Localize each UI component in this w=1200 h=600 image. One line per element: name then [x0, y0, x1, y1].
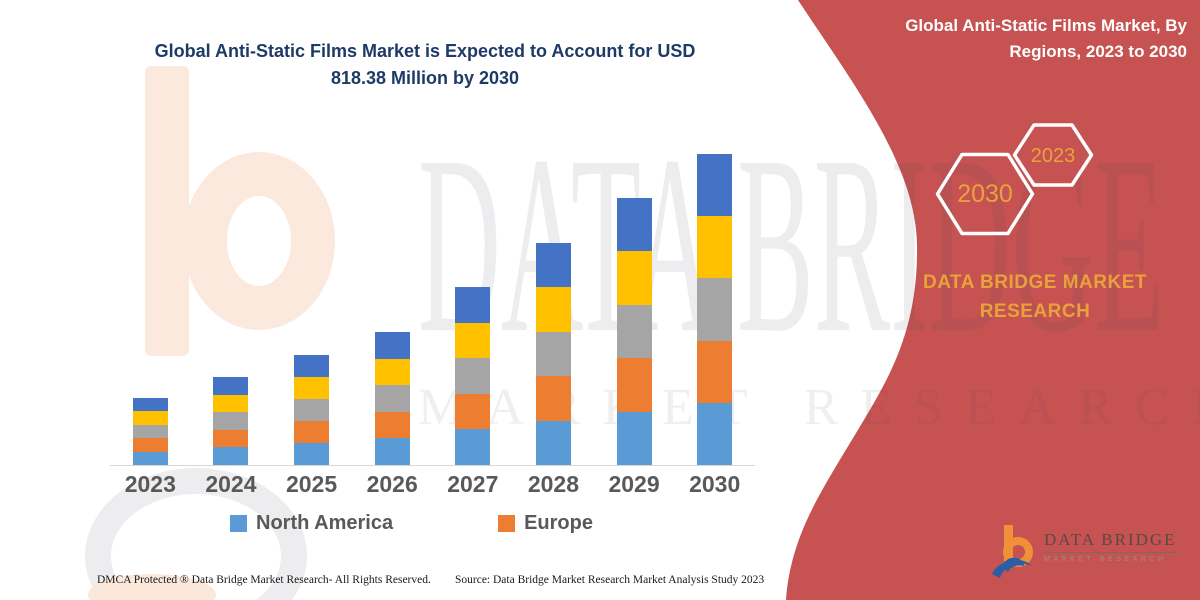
company-logo-tagline: MARKET RESEARCH [1044, 556, 1167, 563]
bar-segment [374, 385, 410, 412]
bar-segment [697, 278, 733, 341]
bar-segment [616, 304, 652, 359]
legend-label-north-america: North America [256, 512, 394, 534]
bar-segment [213, 394, 249, 413]
bar-segment [213, 412, 249, 430]
bar-segment [535, 287, 571, 332]
brand-name-line2: RESEARCH [979, 301, 1091, 323]
bar-segment [294, 355, 330, 377]
bar-segment [697, 402, 733, 465]
x-axis-label-2025: 2025 [285, 471, 338, 497]
side-panel-heading: Global Anti-Static Films Market, By Regi… [855, 13, 1187, 66]
bar-2024 [213, 377, 249, 465]
brand-name-line1: DATA BRIDGE MARKET [923, 272, 1147, 293]
chart-legend: North America Europe [110, 512, 755, 535]
bar-segment [455, 358, 491, 394]
bar-segment [455, 322, 491, 359]
page-title-line2: 818.38 Million by 2030 [330, 68, 520, 88]
bar-segment [294, 421, 330, 443]
x-axis-label-2030: 2030 [689, 471, 741, 497]
bar-segment [294, 377, 330, 399]
hexagon-2023-icon [1012, 123, 1094, 187]
bar-segment [616, 358, 652, 412]
bar-segment [132, 411, 168, 425]
badge-year-2023: 2023 [1031, 145, 1076, 167]
bar-segment [455, 429, 491, 465]
bar-2026 [374, 332, 410, 465]
page-title: Global Anti-Static Films Market is Expec… [75, 38, 775, 92]
x-axis-label-2028: 2028 [527, 471, 580, 497]
bar-segment [213, 377, 249, 395]
bar-segment [535, 376, 571, 421]
x-axis-label-2023: 2023 [124, 471, 176, 497]
company-logo-icon [992, 525, 1033, 578]
bar-2023 [132, 398, 168, 465]
bar-segment [132, 398, 168, 412]
bar-segment [697, 216, 733, 279]
legend-label-europe: Europe [524, 512, 593, 534]
company-logo-text: DATA BRIDGE MARKET RESEARCH [1044, 530, 1177, 563]
bar-segment [535, 331, 571, 377]
source-note: Source: Data Bridge Market Research Mark… [455, 574, 765, 586]
hexagon-2030-icon [935, 152, 1035, 236]
bar-segment [697, 154, 733, 217]
bar-segment [697, 340, 733, 403]
legend-swatch-north-america [230, 515, 247, 532]
company-logo: DATA BRIDGE MARKET RESEARCH [988, 524, 1177, 580]
hexagon-badges: 2030 2023 [935, 123, 1094, 236]
bar-2027 [455, 287, 491, 465]
bar-2028 [535, 243, 571, 465]
bar-segment [455, 287, 491, 323]
dmca-notice: DMCA Protected ® Data Bridge Market Rese… [97, 574, 431, 586]
legend-item-europe: Europe [498, 512, 593, 535]
page-title-line1: Global Anti-Static Films Market is Expec… [154, 41, 696, 61]
badge-year-2030: 2030 [957, 180, 1013, 208]
legend-item-north-america: North America [230, 512, 393, 535]
legend-swatch-europe [498, 515, 516, 532]
side-panel-heading-line1: Global Anti-Static Films Market, By [905, 16, 1187, 35]
bar-segment [132, 438, 168, 452]
x-axis-label-2027: 2027 [447, 471, 499, 497]
bar-segment [374, 358, 410, 386]
bar-segment [294, 399, 330, 421]
bar-segment [374, 332, 410, 359]
x-axis-labels: 2023 2024 2025 2026 2027 2028 2029 2030 [110, 471, 755, 498]
watermark-b-logo-stem-icon [145, 66, 189, 356]
company-logo-name: DATA BRIDGE [1044, 530, 1177, 553]
side-panel-heading-line2: Regions, 2023 to 2030 [1009, 42, 1187, 62]
x-axis-label-2026: 2026 [366, 471, 418, 497]
x-axis-label-2024: 2024 [205, 471, 257, 497]
bar-segment [535, 420, 571, 465]
bar-segment [535, 243, 571, 288]
bar-segment [616, 198, 652, 252]
bar-2029 [616, 198, 652, 465]
bar-segment [132, 451, 168, 465]
bar-segment [132, 424, 168, 439]
bar-segment [374, 411, 410, 439]
bar-segment [616, 411, 652, 465]
x-axis-label-2029: 2029 [608, 471, 660, 497]
bar-segment [616, 251, 652, 305]
brand-name: DATA BRIDGE MARKET RESEARCH [920, 268, 1150, 327]
bar-2030 [697, 154, 733, 465]
bar-segment [213, 447, 249, 465]
stacked-bar-chart [110, 149, 755, 466]
bar-segment [294, 443, 330, 465]
side-panel-path [786, 0, 1200, 600]
bar-segment [213, 429, 249, 448]
bar-segment [374, 438, 410, 465]
bar-segment [455, 393, 491, 430]
bar-2025 [294, 355, 330, 465]
